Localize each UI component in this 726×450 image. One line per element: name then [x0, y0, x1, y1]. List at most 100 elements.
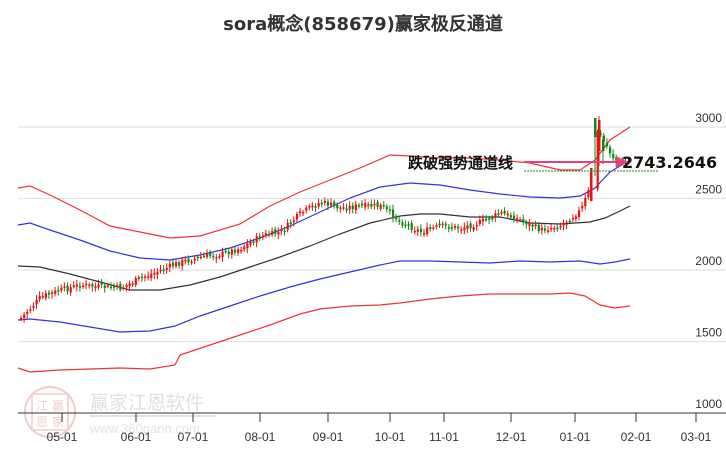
candle [286, 222, 289, 231]
candle [587, 190, 590, 197]
candle [57, 290, 60, 292]
candle [392, 209, 395, 219]
candle [249, 242, 252, 245]
candle [277, 232, 280, 235]
candle [221, 251, 224, 257]
candle [156, 271, 159, 275]
candle [385, 206, 388, 210]
candle [627, 161, 630, 164]
candle [190, 261, 193, 264]
candle [202, 255, 206, 258]
candle [237, 249, 240, 253]
candle [196, 256, 199, 259]
candle [342, 207, 345, 209]
candle [463, 227, 466, 231]
svg-text:江: 江 [36, 399, 48, 413]
candle [457, 226, 460, 229]
candle [599, 133, 602, 135]
candle [398, 220, 401, 222]
candle [144, 276, 147, 279]
candle [261, 235, 264, 238]
x-tick-label: 02-01 [621, 430, 652, 444]
candle [450, 227, 454, 229]
x-tick-label: 10-01 [375, 430, 406, 444]
candle [333, 201, 336, 206]
candle [113, 285, 116, 288]
candle [271, 230, 274, 235]
candle [140, 276, 144, 279]
candle [94, 286, 97, 289]
candle [218, 256, 221, 258]
candle [103, 285, 106, 289]
candle [63, 286, 66, 288]
candle [268, 234, 271, 236]
candle [175, 262, 178, 267]
candle [553, 227, 556, 230]
candle [289, 222, 292, 224]
watermark-seal-icon [24, 386, 76, 438]
candle [602, 135, 605, 142]
candle [547, 230, 550, 232]
candle [178, 262, 181, 266]
candle [44, 293, 47, 298]
annotation: 跌破强势通道线 2743.2646 [408, 153, 717, 172]
candle [199, 256, 202, 259]
candle [323, 200, 326, 203]
y-tick-label: 2500 [695, 183, 722, 197]
candle [233, 249, 237, 253]
candle [75, 284, 78, 287]
lower-inner-band [17, 258, 631, 333]
candle [481, 218, 485, 222]
candle [525, 221, 528, 225]
candle [330, 202, 333, 206]
candle [609, 147, 612, 154]
svg-text:恩: 恩 [36, 415, 48, 429]
candle [326, 201, 330, 206]
candle [534, 224, 537, 227]
candle [516, 218, 519, 220]
candle [519, 219, 522, 221]
candle [435, 225, 438, 227]
candle [258, 236, 261, 239]
candle [348, 205, 351, 210]
candle [168, 263, 171, 268]
candle [509, 215, 512, 218]
candle [97, 284, 100, 288]
candle [475, 225, 478, 227]
candle [54, 290, 57, 294]
candle [26, 312, 29, 315]
candle [537, 224, 540, 232]
candle [215, 257, 218, 259]
candle [38, 296, 41, 300]
middle-line [17, 205, 631, 291]
candle [35, 299, 38, 305]
candle [255, 235, 258, 243]
candle [605, 143, 609, 147]
candle [51, 292, 54, 294]
candle [47, 292, 51, 295]
candle [122, 287, 125, 290]
candle [404, 224, 407, 227]
candle [596, 131, 599, 189]
candle [171, 262, 175, 267]
candle [410, 223, 413, 230]
candle [345, 208, 348, 211]
watermark: 江 赢 恩 家 赢家江恩软件 www.360gann.com [24, 386, 216, 438]
candle [299, 211, 302, 214]
candle [512, 215, 516, 221]
candle [581, 205, 584, 209]
candle [361, 203, 364, 206]
candle [317, 203, 320, 207]
x-tick-label: 05-01 [47, 430, 78, 444]
candle [376, 201, 379, 207]
candle [506, 213, 509, 216]
candle [413, 230, 416, 233]
candle [128, 283, 131, 287]
svg-text:家: 家 [52, 414, 64, 429]
upper-outer-band [17, 126, 631, 239]
candle [137, 277, 140, 279]
candle [419, 228, 423, 233]
candle [469, 223, 472, 229]
candle [438, 223, 441, 226]
gridlines [18, 126, 726, 343]
